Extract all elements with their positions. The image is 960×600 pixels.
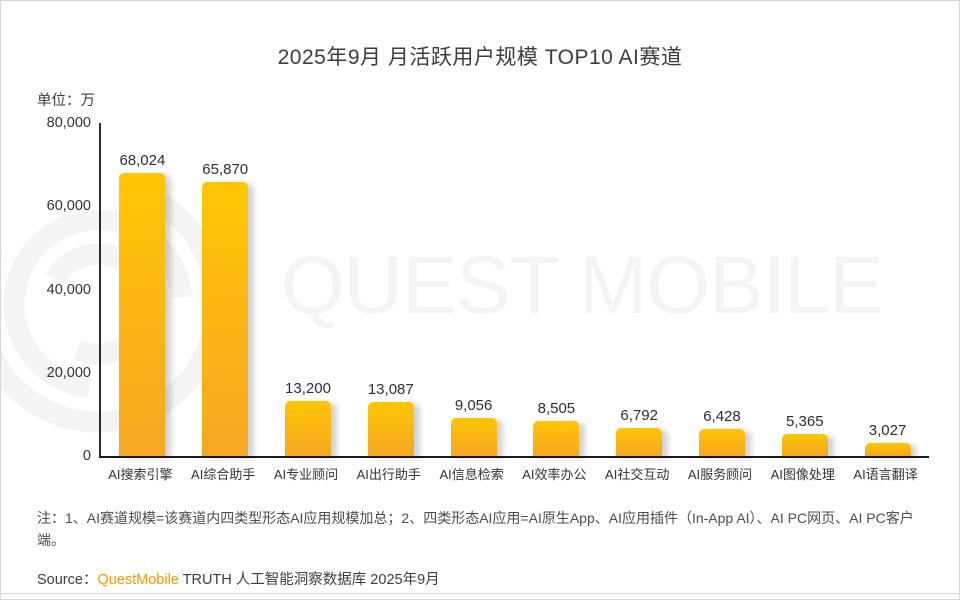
- bar-value-label: 6,428: [703, 408, 741, 425]
- bar: [202, 182, 249, 456]
- questmobile-text-watermark: QUEST MOBILE: [281, 240, 884, 331]
- bar: [864, 443, 911, 456]
- x-axis-label: AI专业顾问: [273, 467, 339, 482]
- bar: [533, 421, 580, 456]
- source-line: Source：QuestMobile TRUTH 人工智能洞察数据库 2025年…: [37, 568, 440, 589]
- bar: [367, 402, 414, 456]
- bar-value-label: 68,024: [119, 152, 166, 169]
- bar-column: 68,024: [101, 152, 184, 456]
- y-axis-tick-label: 20,000: [46, 364, 91, 381]
- x-axis-label: AI社交互动: [605, 467, 670, 482]
- footnote: 注：1、AI赛道规模=该赛道内四类型形态AI应用规模加总；2、四类形态AI应用=…: [37, 510, 914, 549]
- unit-label: 单位：万: [37, 93, 95, 109]
- y-axis-tick-label: 0: [82, 448, 91, 464]
- chart-title: 2025年9月 月活跃用户规模 TOP10 AI赛道: [277, 46, 683, 69]
- bar-column: 13,087: [349, 381, 432, 456]
- bar-value-label: 9,056: [454, 397, 493, 414]
- bar-value-label: 5,365: [786, 413, 824, 430]
- bar-value-label: 3,027: [868, 422, 907, 439]
- bar-value-label: 13,087: [367, 381, 414, 398]
- x-axis-label: AI效率办公: [522, 467, 587, 482]
- bar-value-label: 13,200: [285, 380, 331, 397]
- bar: [781, 434, 828, 456]
- bar-column: 8,505: [515, 400, 598, 456]
- bar-value-label: 65,870: [202, 161, 249, 178]
- source-suffix: TRUTH 人工智能洞察数据库 2025年9月: [178, 572, 440, 588]
- bar-column: 6,428: [681, 408, 764, 456]
- bar-column: 3,027: [846, 422, 929, 456]
- source-brand: QuestMobile: [97, 572, 179, 588]
- x-axis-labels: AI搜索引擎 AI综合助手 AI专业顾问 AI出行助手 AI信息检索 AI效率办公 AI社交…: [99, 464, 927, 483]
- x-axis-label: AI综合助手: [191, 467, 256, 482]
- bars-container: 68,024 65,870 13,200 13,087 9,056 8,505 6,792 6…: [101, 123, 929, 456]
- bar-column: 65,870: [184, 161, 267, 456]
- y-axis-tick-label: 40,000: [46, 281, 91, 298]
- bar-value-label: 8,505: [537, 400, 576, 417]
- bar-column: 5,365: [763, 413, 846, 456]
- bar: [119, 173, 166, 456]
- bar-column: 9,056: [432, 397, 515, 456]
- y-axis-tick-label: 80,000: [46, 115, 91, 131]
- y-axis-tick-label: 60,000: [46, 198, 91, 215]
- source-prefix: Source：: [37, 572, 98, 588]
- bar: [698, 429, 745, 456]
- footer-divider: [1, 593, 959, 594]
- x-axis-label: AI语言翻译: [853, 467, 918, 482]
- y-axis: 80,000 60,000 40,000 20,000 0: [15, 115, 91, 464]
- x-axis-label: AI服务顾问: [687, 467, 753, 482]
- bar: [284, 401, 331, 456]
- x-axis-label: AI图像处理: [770, 467, 835, 482]
- plot-area: 68,024 65,870 13,200 13,087 9,056 8,505 6,792 6…: [99, 123, 929, 458]
- bar: [616, 428, 663, 456]
- bar-column: 13,200: [267, 380, 350, 456]
- x-axis-label: AI搜索引擎: [108, 467, 173, 482]
- bar-column: 6,792: [598, 407, 681, 456]
- x-axis-label: AI信息检索: [439, 467, 504, 482]
- x-axis-label: AI出行助手: [356, 467, 421, 482]
- bar-value-label: 6,792: [620, 407, 658, 424]
- bar: [450, 418, 497, 456]
